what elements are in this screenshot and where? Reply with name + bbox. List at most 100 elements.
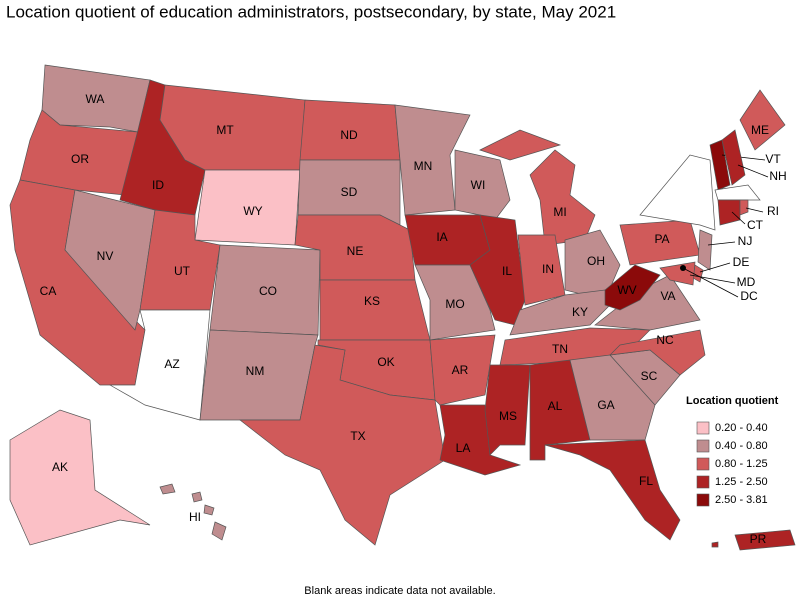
leader-line <box>699 262 731 273</box>
state-label: PR <box>750 532 767 546</box>
state-label: OH <box>587 254 605 268</box>
state-shape <box>19 109 139 196</box>
legend-label: 1.25 - 2.50 <box>715 476 768 488</box>
state-label: NM <box>246 364 265 378</box>
state-label: MT <box>216 123 234 137</box>
leader-line <box>731 211 746 225</box>
state-label: ID <box>152 178 164 192</box>
state-shape <box>564 229 621 301</box>
leader-line <box>737 164 769 178</box>
state-label: IN <box>542 262 554 276</box>
state-shape <box>108 309 211 421</box>
legend-swatch <box>696 457 710 471</box>
state-label: VA <box>660 289 675 303</box>
state-shape <box>544 439 681 541</box>
state-shape <box>739 89 786 151</box>
state-label: AK <box>52 460 68 474</box>
legend-label: 0.20 - 0.40 <box>715 422 768 434</box>
state-label: KY <box>572 305 588 319</box>
state-shape <box>191 491 203 503</box>
state-label: SD <box>341 185 358 199</box>
state-label: CO <box>259 284 277 298</box>
state-shape <box>697 229 713 271</box>
legend-swatch <box>696 421 710 435</box>
state-label: DC <box>740 289 758 303</box>
state-label: RI <box>767 204 779 218</box>
state-label: PA <box>654 232 669 246</box>
state-label: IL <box>502 264 512 278</box>
state-shape <box>64 189 156 331</box>
state-label: WY <box>243 204 262 218</box>
legend-label: 2.50 - 3.81 <box>715 494 768 506</box>
state-shape <box>479 129 562 161</box>
state-label: CT <box>747 218 764 232</box>
leader-line <box>682 267 739 298</box>
state-shape <box>714 184 761 201</box>
state-shape <box>469 214 526 326</box>
state-shape <box>711 541 719 548</box>
state-shape <box>9 409 151 546</box>
state-label: OR <box>71 152 89 166</box>
states: WA OR CA NV ID MT WY UT AZ CO NM ND SD NE KS OK TX MN IA MO… <box>9 64 796 551</box>
state-label: GA <box>597 398 614 412</box>
legend-swatch <box>696 493 710 507</box>
leader-line <box>707 241 736 246</box>
state-shape <box>211 521 227 541</box>
map-title: Location quotient of education administr… <box>6 2 616 21</box>
state-label: IA <box>436 230 447 244</box>
state-label: OK <box>377 355 394 369</box>
state-label: LA <box>456 441 471 455</box>
state-shape <box>569 354 656 441</box>
legend-title: Location quotient <box>686 395 779 407</box>
state-label: WI <box>471 178 486 192</box>
state-label: TN <box>552 342 568 356</box>
state-label: MI <box>553 205 566 219</box>
state-label: AR <box>452 363 469 377</box>
legend-label: 0.80 - 1.25 <box>715 458 768 470</box>
state-shape <box>717 199 741 226</box>
state-label: WV <box>617 283 636 297</box>
state-label: MS <box>499 409 517 423</box>
state-label: NH <box>769 169 786 183</box>
state-label: NJ <box>738 234 753 248</box>
state-label: DE <box>733 255 750 269</box>
state-label: KS <box>364 294 380 308</box>
state-label: HI <box>189 510 201 524</box>
state-label: MD <box>737 275 756 289</box>
state-label: FL <box>639 474 653 488</box>
state-shape <box>319 279 431 341</box>
state-label: MO <box>445 297 464 311</box>
state-shape <box>734 529 796 551</box>
legend: Location quotient 0.20 - 0.40 0.40 - 0.80… <box>686 395 779 507</box>
state-shape <box>609 329 706 376</box>
state-shape <box>203 504 215 516</box>
state-shape <box>604 264 661 311</box>
legend-swatch <box>696 475 710 489</box>
state-label: ME <box>751 123 769 137</box>
state-label: AZ <box>164 357 179 371</box>
state-label: ND <box>340 128 358 142</box>
state-shape <box>639 154 716 231</box>
state-label: AL <box>548 399 563 413</box>
legend-swatch <box>696 439 710 453</box>
leader-line <box>745 207 764 213</box>
state-shape <box>238 344 446 546</box>
state-shape <box>429 334 496 406</box>
state-label: SC <box>641 369 658 383</box>
state-label: WA <box>86 92 105 106</box>
legend-label: 0.40 - 0.80 <box>715 440 768 452</box>
state-shape <box>721 129 746 186</box>
state-label: TX <box>350 429 365 443</box>
state-label: VT <box>765 152 781 166</box>
state-label: NC <box>656 333 674 347</box>
state-label: NV <box>97 249 114 263</box>
state-label: NE <box>347 244 364 258</box>
state-shape <box>709 139 731 191</box>
state-shape <box>159 483 176 495</box>
state-label: CA <box>40 284 57 298</box>
footnote: Blank areas indicate data not available. <box>304 585 495 597</box>
state-shape <box>529 149 596 246</box>
state-label: UT <box>174 264 191 278</box>
state-label: MN <box>414 159 433 173</box>
